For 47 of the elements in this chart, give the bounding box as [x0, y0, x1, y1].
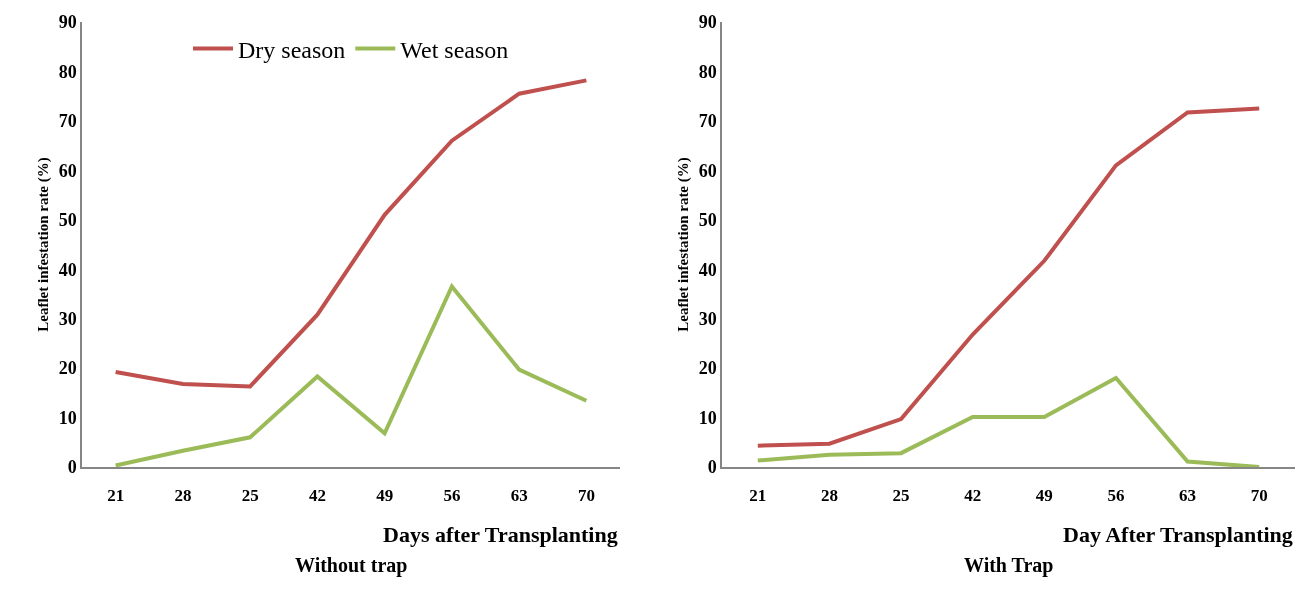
x-tick-label: 21	[107, 486, 125, 506]
y-tick-label: 40	[698, 259, 717, 280]
x-tick-label: 21	[749, 486, 767, 506]
line-series	[755, 376, 1262, 467]
y-tick-label: 30	[698, 308, 717, 329]
y-tick-label: 20	[698, 358, 717, 379]
legend-label: Dry season	[238, 36, 346, 63]
x-tick-label: 49	[376, 486, 394, 506]
x-tick-label: 49	[1035, 486, 1053, 506]
y-tick-label: 50	[698, 210, 717, 231]
y-tick-label: 90	[58, 12, 77, 33]
x-tick-label: 28	[820, 486, 838, 506]
y-tick-label: 70	[58, 111, 77, 132]
y-tick-label: 40	[58, 259, 77, 280]
x-tick-label: 56	[443, 486, 461, 506]
y-tick-label: 60	[58, 160, 77, 181]
x-tick-label: 63	[510, 486, 528, 506]
line-series	[755, 106, 1262, 448]
y-tick-label: 0	[67, 457, 77, 478]
y-tick-label: 30	[58, 308, 77, 329]
x-tick-label: 28	[174, 486, 192, 506]
y-tick-label: 90	[698, 12, 717, 33]
x-tick-label: 42	[308, 486, 326, 506]
x-tick-label: 42	[964, 486, 982, 506]
x-tick-label: 25	[241, 486, 259, 506]
x-axis-title: Days after Transplanting	[383, 522, 618, 547]
x-tick-label: 70	[577, 486, 595, 506]
y-axis-title: Leaflet infestation rate (%)	[675, 157, 693, 332]
y-axis-title: Leaflet infestation rate (%)	[35, 157, 53, 332]
y-tick-label: 70	[698, 111, 717, 132]
x-tick-label: 25	[892, 486, 910, 506]
y-tick-label: 80	[698, 61, 717, 82]
x-axis-title: Day After Transplanting	[1063, 522, 1293, 547]
y-tick-label: 20	[58, 358, 77, 379]
y-tick-label: 50	[58, 210, 77, 231]
y-tick-label: 0	[707, 457, 717, 478]
y-tick-label: 10	[58, 407, 77, 428]
y-tick-label: 10	[698, 407, 717, 428]
text: With Trap	[964, 554, 1054, 577]
text: Without trap	[295, 554, 408, 577]
line-series	[113, 78, 589, 389]
x-tick-label: 70	[1250, 486, 1268, 506]
legend-label: Wet season	[400, 36, 509, 63]
y-tick-label: 80	[58, 61, 77, 82]
x-tick-label: 63	[1179, 486, 1197, 506]
x-tick-label: 56	[1107, 486, 1125, 506]
y-tick-label: 60	[698, 160, 717, 181]
